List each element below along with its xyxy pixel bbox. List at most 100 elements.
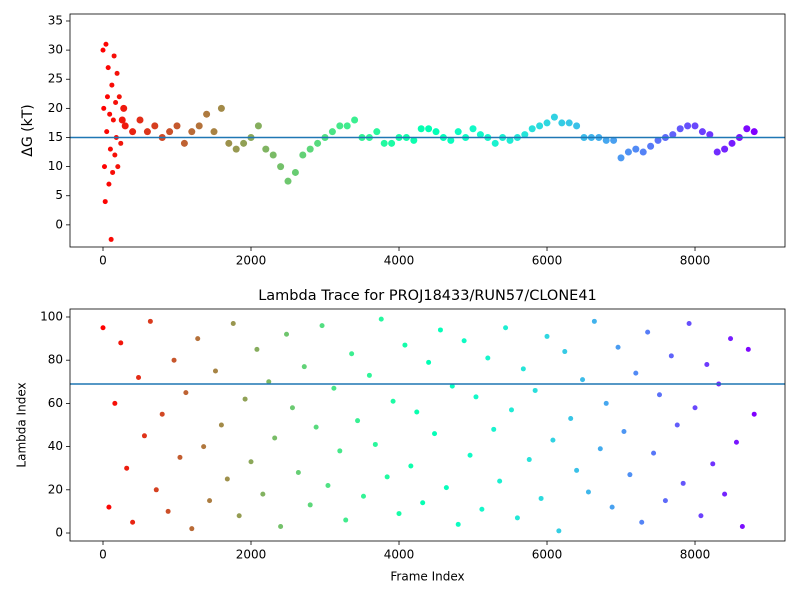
point bbox=[384, 474, 390, 480]
x-tick-label: 4000 bbox=[384, 254, 415, 268]
point bbox=[130, 519, 136, 525]
point bbox=[307, 502, 313, 508]
point bbox=[432, 431, 438, 437]
point bbox=[449, 383, 455, 389]
point bbox=[165, 508, 171, 514]
point bbox=[454, 128, 462, 136]
point bbox=[118, 116, 126, 124]
x-tick-label: 0 bbox=[99, 548, 107, 562]
point bbox=[645, 329, 651, 335]
point bbox=[360, 493, 366, 499]
x-tick-label: 2000 bbox=[236, 548, 267, 562]
point bbox=[104, 129, 110, 135]
point bbox=[633, 370, 639, 376]
point bbox=[240, 139, 248, 147]
point bbox=[728, 139, 736, 147]
point bbox=[591, 318, 597, 324]
x-tick-label: 4000 bbox=[384, 548, 415, 562]
point bbox=[118, 140, 124, 146]
point bbox=[295, 470, 301, 476]
point bbox=[291, 168, 299, 176]
point bbox=[101, 105, 107, 111]
y-tick-label: 10 bbox=[48, 159, 63, 173]
point bbox=[656, 392, 662, 398]
point bbox=[485, 355, 491, 361]
point bbox=[218, 422, 224, 428]
point bbox=[183, 390, 189, 396]
point bbox=[676, 125, 684, 133]
point bbox=[217, 104, 225, 112]
point bbox=[506, 136, 514, 144]
point bbox=[425, 125, 433, 133]
point bbox=[692, 405, 698, 411]
point bbox=[301, 364, 307, 370]
x-tick-label: 2000 bbox=[236, 254, 267, 268]
point bbox=[189, 526, 195, 532]
point bbox=[750, 128, 758, 136]
point bbox=[328, 128, 336, 136]
point bbox=[248, 459, 254, 465]
point bbox=[503, 325, 509, 331]
point bbox=[236, 513, 242, 519]
point bbox=[108, 236, 114, 242]
point bbox=[284, 177, 292, 185]
point bbox=[366, 372, 372, 378]
point bbox=[668, 353, 674, 359]
point bbox=[147, 318, 153, 324]
point bbox=[343, 517, 349, 523]
point bbox=[443, 485, 449, 491]
point bbox=[602, 136, 610, 144]
point bbox=[521, 131, 529, 139]
point bbox=[230, 320, 236, 326]
point bbox=[713, 148, 721, 156]
point bbox=[609, 504, 615, 510]
point bbox=[476, 131, 484, 139]
point bbox=[110, 169, 116, 175]
x-tick-label: 0 bbox=[99, 254, 107, 268]
point bbox=[491, 139, 499, 147]
point bbox=[414, 409, 420, 415]
point bbox=[277, 163, 285, 171]
point bbox=[101, 164, 107, 170]
point bbox=[106, 181, 112, 187]
point bbox=[721, 145, 729, 153]
y-tick-label: 5 bbox=[55, 188, 63, 202]
point bbox=[153, 487, 159, 493]
point bbox=[396, 511, 402, 517]
point bbox=[143, 128, 151, 136]
point bbox=[103, 41, 109, 47]
point bbox=[562, 349, 568, 355]
point bbox=[166, 128, 174, 136]
point bbox=[115, 164, 121, 170]
point bbox=[336, 122, 344, 130]
point bbox=[107, 146, 113, 152]
point bbox=[129, 128, 137, 136]
point bbox=[124, 465, 130, 471]
point bbox=[224, 476, 230, 482]
point bbox=[532, 387, 538, 393]
point bbox=[624, 148, 632, 156]
point bbox=[289, 405, 295, 411]
point bbox=[447, 136, 455, 144]
point bbox=[210, 128, 218, 136]
point bbox=[573, 122, 581, 130]
point bbox=[536, 122, 544, 130]
point bbox=[528, 125, 536, 133]
point bbox=[722, 491, 728, 497]
point bbox=[467, 452, 473, 458]
point bbox=[171, 357, 177, 363]
point bbox=[232, 145, 240, 153]
point bbox=[100, 325, 106, 331]
point bbox=[262, 145, 270, 153]
point bbox=[751, 411, 757, 417]
point bbox=[110, 117, 116, 123]
point bbox=[550, 113, 558, 121]
point bbox=[469, 125, 477, 133]
x-axis-label: Frame Index bbox=[390, 570, 464, 584]
point bbox=[621, 428, 627, 434]
point bbox=[698, 128, 706, 136]
point bbox=[177, 454, 183, 460]
point bbox=[473, 394, 479, 400]
point bbox=[558, 119, 566, 127]
